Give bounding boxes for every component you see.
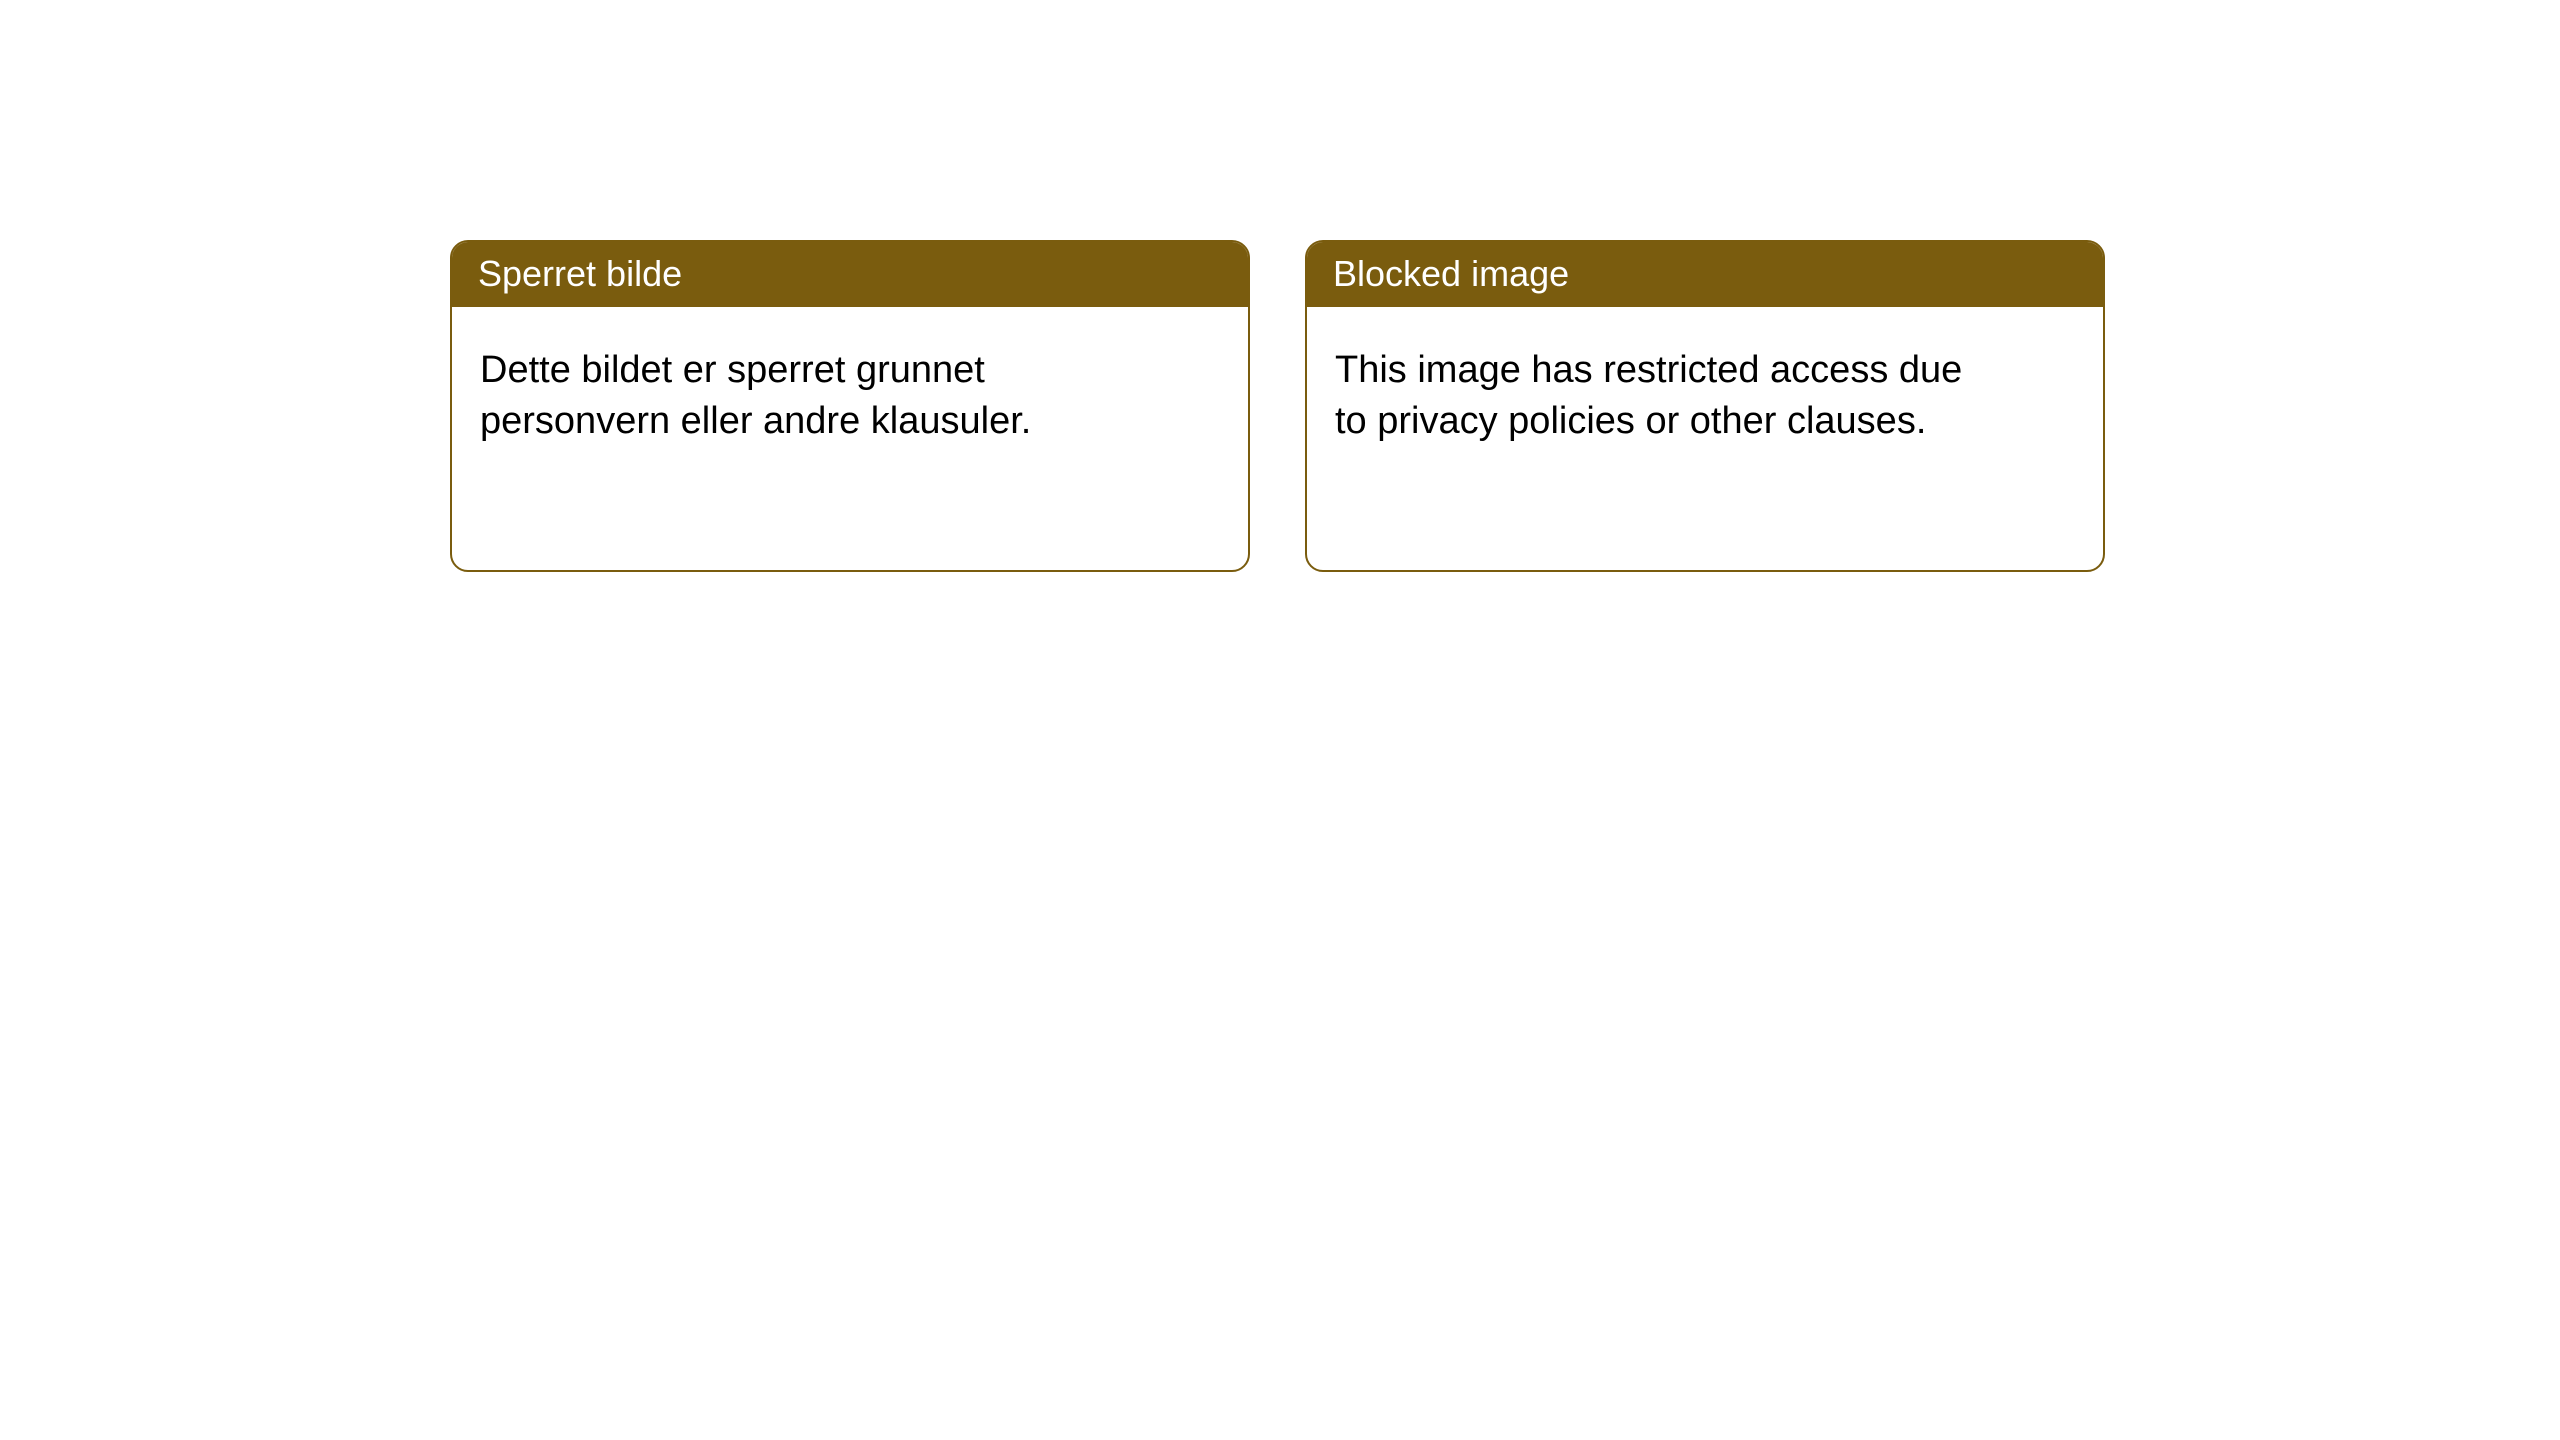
panel-norwegian-body: Dette bildet er sperret grunnet personve… (452, 307, 1172, 476)
panel-english: Blocked image This image has restricted … (1305, 240, 2105, 572)
panel-english-body: This image has restricted access due to … (1307, 307, 2027, 476)
panel-norwegian: Sperret bilde Dette bildet er sperret gr… (450, 240, 1250, 572)
panel-norwegian-title: Sperret bilde (452, 242, 1248, 307)
panel-english-title: Blocked image (1307, 242, 2103, 307)
blocked-image-panels: Sperret bilde Dette bildet er sperret gr… (450, 240, 2560, 572)
